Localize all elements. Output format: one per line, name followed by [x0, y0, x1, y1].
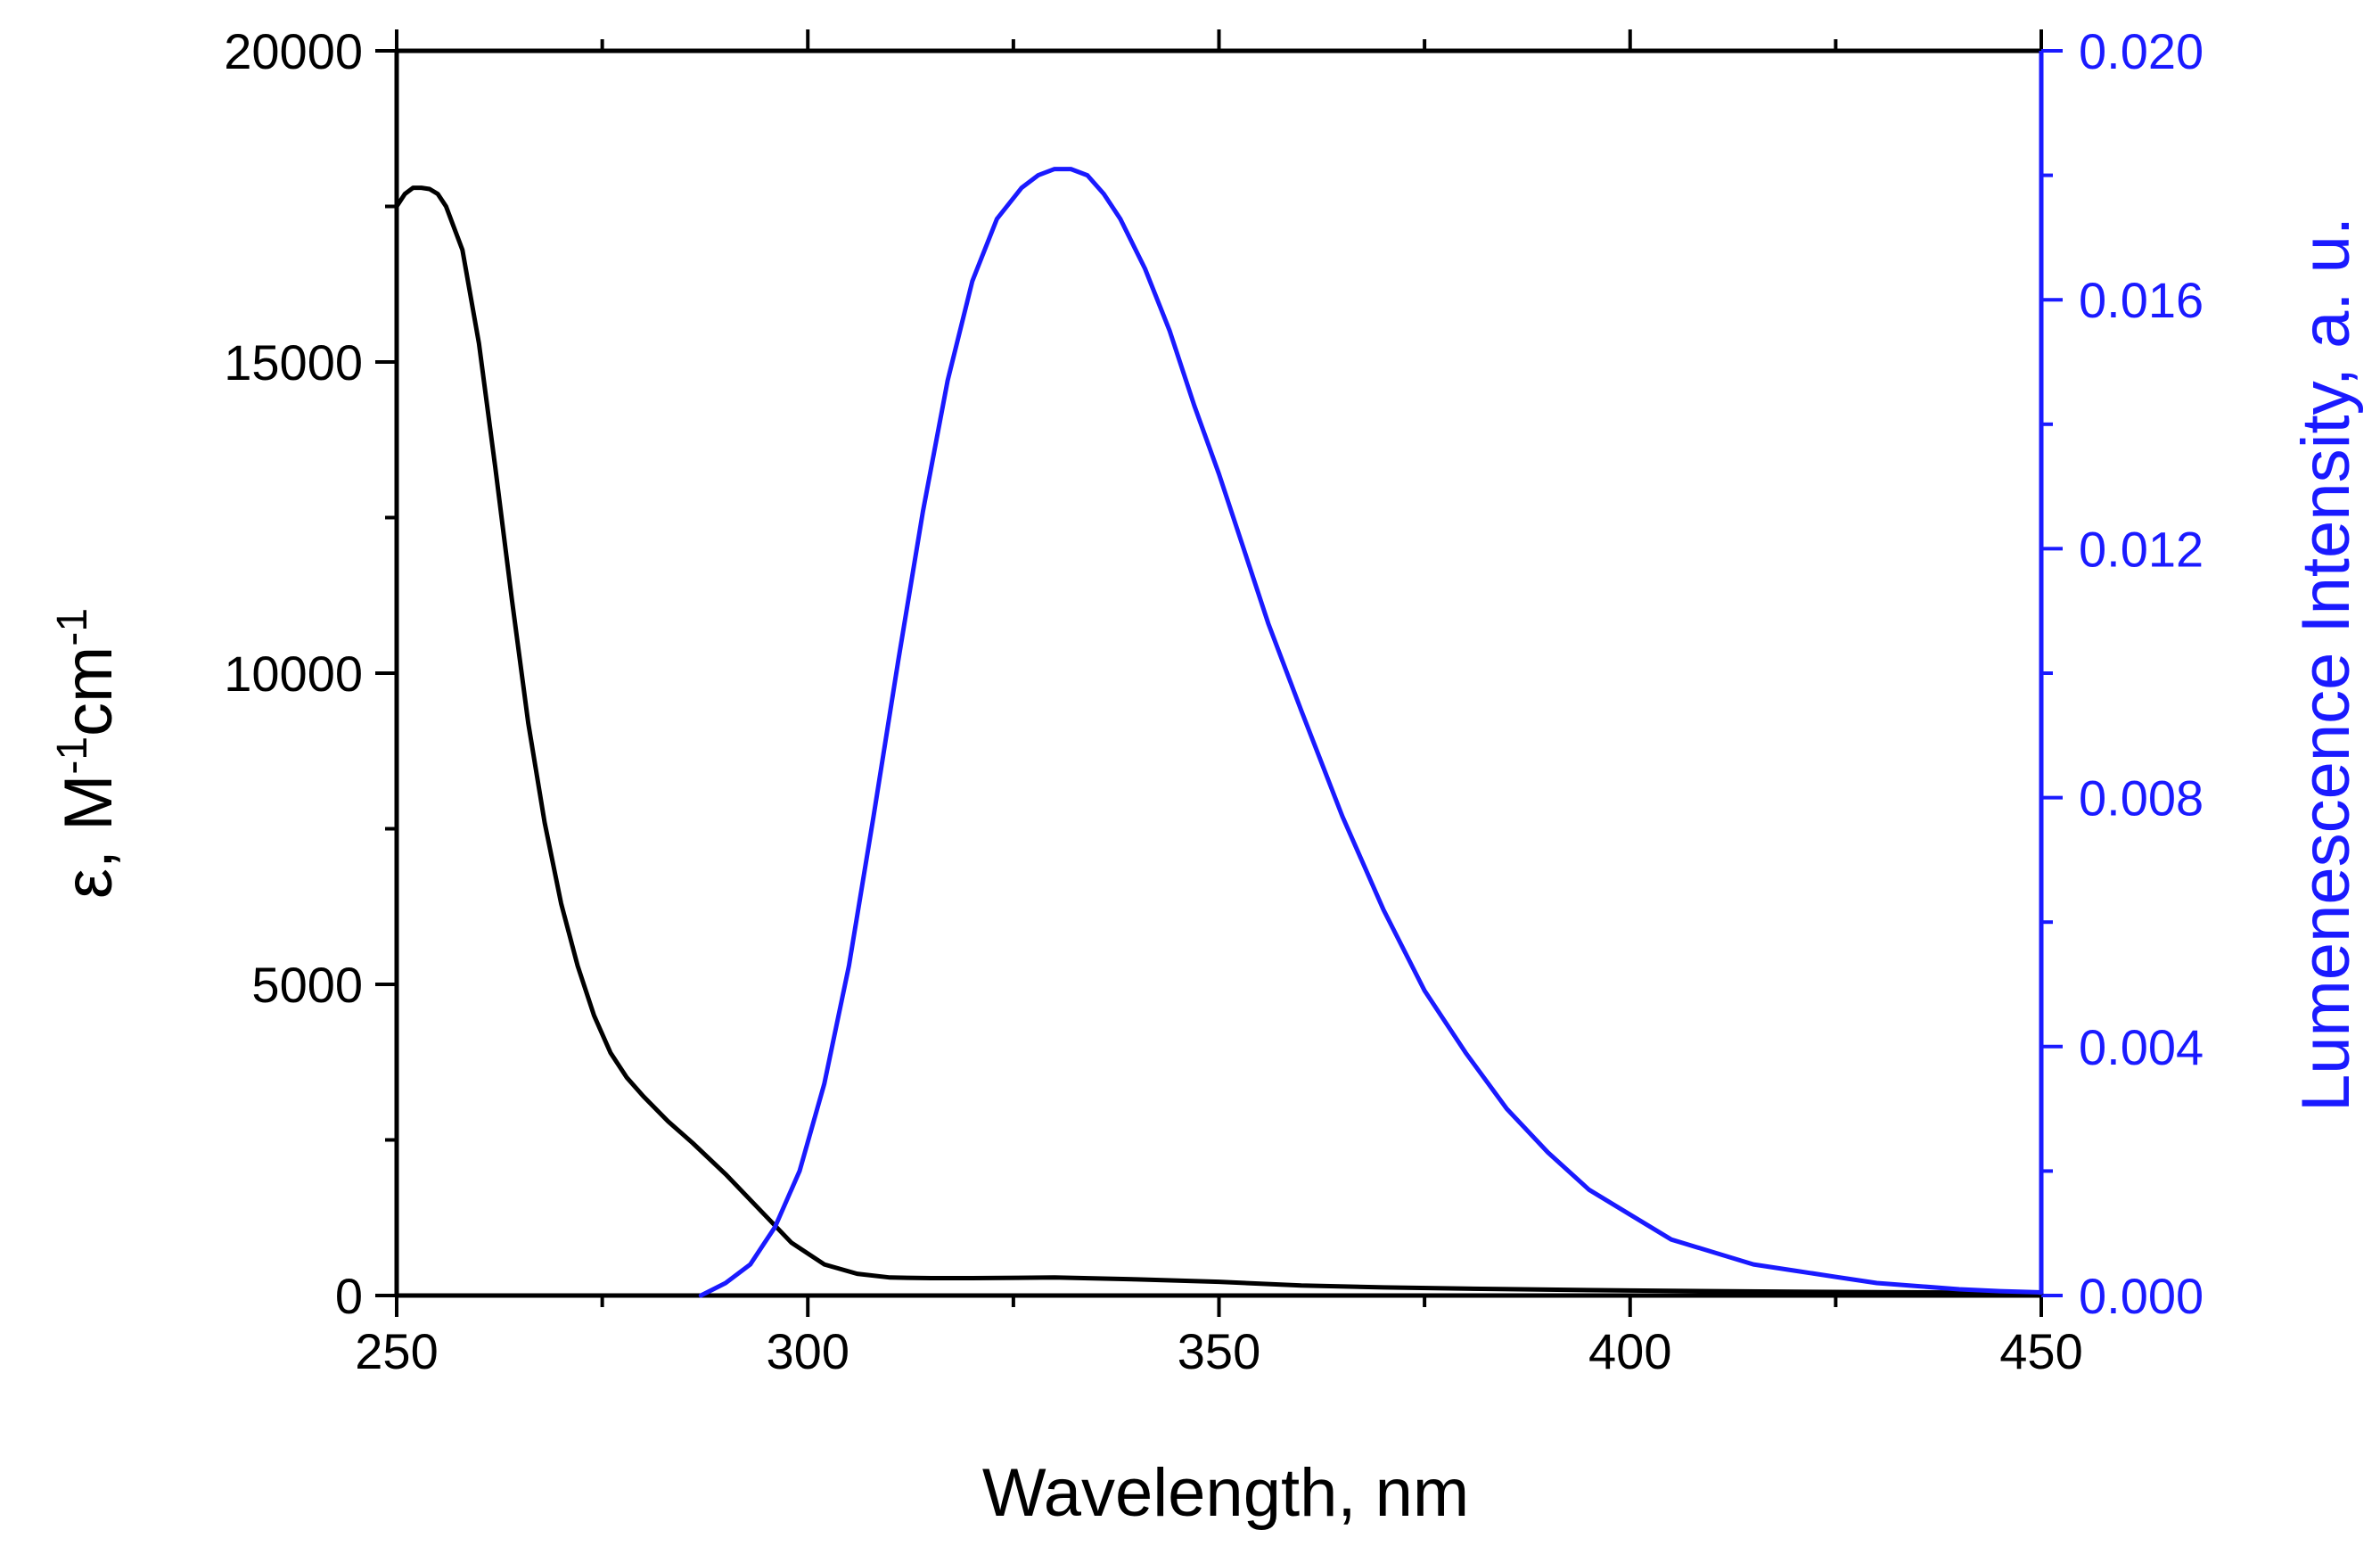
y-left-title-sup1: -1: [49, 736, 96, 775]
y-left-tick-label: 20000: [224, 23, 363, 79]
x-tick-label: 450: [1999, 1323, 2082, 1379]
series-layer: [394, 167, 2044, 1298]
y-left-tick-label: 10000: [224, 646, 363, 702]
x-tick-label: 300: [767, 1323, 849, 1379]
y-left-title-mid: cm: [51, 646, 127, 736]
y-right-axis-title: Lumenescence Intensity, a. u.: [2288, 217, 2364, 1112]
y-left-title-sup2: -1: [49, 608, 96, 646]
y-left-axis-title: ε, M-1cm-1: [49, 608, 127, 899]
y-right-tick-label: 0.020: [2079, 23, 2204, 79]
y-right-tick-label: 0.008: [2079, 770, 2204, 827]
x-axis-title: Wavelength, nm: [982, 1455, 1469, 1531]
y-right-tick-label: 0.016: [2079, 272, 2204, 328]
x-tick-label: 350: [1178, 1323, 1260, 1379]
y-right-tick-label: 0.004: [2079, 1019, 2204, 1075]
axes: 250 300 350 400 450 0 5000 10000 15000 20000 0.000…: [224, 23, 2204, 1379]
y-left-tick-label: 15000: [224, 334, 363, 391]
x-tick-label: 250: [355, 1323, 438, 1379]
series-line-absorption: [394, 185, 2044, 1296]
y-left-tick-label: 0: [335, 1268, 363, 1324]
x-tick-label: 400: [1588, 1323, 1671, 1379]
labels-layer: Wavelength, nm ε, M-1cm-1 Lumenescence I…: [49, 217, 2364, 1531]
series-line-luminescence: [698, 167, 2044, 1298]
y-left-title-base: ε, M: [51, 775, 127, 899]
y-right-tick-label: 0.000: [2079, 1268, 2204, 1324]
y-left-tick-label: 5000: [251, 957, 363, 1013]
y-right-tick-label: 0.012: [2079, 521, 2204, 577]
